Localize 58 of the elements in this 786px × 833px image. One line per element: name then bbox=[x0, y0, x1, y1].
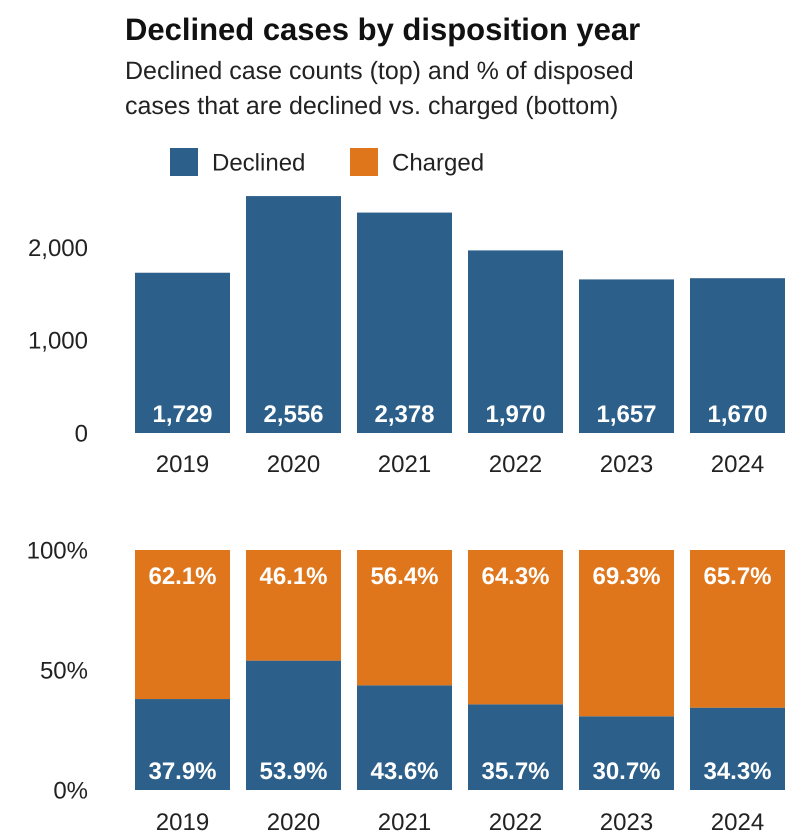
bar bbox=[134, 550, 230, 700]
data-label: 1,657 bbox=[596, 401, 657, 428]
x-tick-label: 2021 bbox=[378, 451, 432, 478]
data-label: 35.7% bbox=[481, 758, 550, 785]
data-label: 53.9% bbox=[259, 758, 328, 785]
bar bbox=[690, 278, 786, 433]
y-tick-label: 50% bbox=[40, 657, 88, 684]
data-label: 64.3% bbox=[481, 563, 550, 590]
bar bbox=[578, 279, 674, 433]
bar bbox=[690, 708, 786, 790]
x-tick-label: 2021 bbox=[378, 809, 432, 833]
x-tick-label: 2024 bbox=[710, 451, 764, 478]
x-tick-label: 2024 bbox=[710, 809, 764, 833]
x-tick-label: 2022 bbox=[488, 451, 542, 478]
x-tick-label: 2020 bbox=[266, 451, 320, 478]
chart-title: Declined cases by disposition year bbox=[125, 12, 640, 47]
bar bbox=[356, 685, 452, 790]
bar bbox=[356, 550, 452, 686]
x-tick-label: 2020 bbox=[266, 809, 320, 833]
bar bbox=[134, 272, 230, 433]
x-tick-label: 2019 bbox=[156, 451, 210, 478]
y-tick-label: 0 bbox=[74, 420, 88, 448]
bar bbox=[690, 550, 786, 708]
bar bbox=[468, 704, 564, 790]
bar bbox=[578, 716, 674, 790]
data-label: 69.3% bbox=[592, 563, 661, 590]
bar bbox=[468, 550, 564, 704]
data-label: 2,378 bbox=[374, 401, 435, 428]
x-tick-label: 2023 bbox=[600, 451, 654, 478]
y-tick-label: 1,000 bbox=[28, 328, 88, 355]
data-label: 1,670 bbox=[707, 401, 768, 428]
data-label: 56.4% bbox=[370, 563, 439, 590]
bar bbox=[246, 660, 342, 790]
legend-label: Declined bbox=[212, 149, 306, 176]
legend-label: Charged bbox=[392, 149, 484, 176]
data-label: 37.9% bbox=[148, 758, 217, 785]
data-label: 34.3% bbox=[703, 758, 772, 785]
data-label: 46.1% bbox=[259, 563, 328, 590]
y-tick-label: 100% bbox=[26, 537, 88, 564]
data-label: 30.7% bbox=[592, 758, 661, 785]
data-label: 62.1% bbox=[148, 563, 217, 590]
data-label: 1,729 bbox=[152, 401, 213, 428]
y-tick-label: 0% bbox=[53, 777, 88, 804]
x-tick-label: 2022 bbox=[488, 809, 542, 833]
bar bbox=[578, 550, 674, 716]
data-label: 65.7% bbox=[703, 563, 772, 590]
bar bbox=[468, 250, 564, 433]
bar bbox=[134, 699, 230, 790]
data-label: 2,556 bbox=[263, 401, 324, 428]
y-tick-label: 2,000 bbox=[28, 235, 88, 262]
bar bbox=[246, 196, 342, 433]
data-label: 1,970 bbox=[485, 401, 546, 428]
chart-subtitle: Declined case counts (top) and % of disposed cases that are declined vs. charged (bottom) bbox=[125, 57, 634, 120]
bar bbox=[246, 550, 342, 661]
data-label: 43.6% bbox=[370, 758, 439, 785]
x-tick-label: 2023 bbox=[600, 809, 654, 833]
x-tick-label: 2019 bbox=[156, 809, 210, 833]
bar bbox=[356, 212, 452, 433]
